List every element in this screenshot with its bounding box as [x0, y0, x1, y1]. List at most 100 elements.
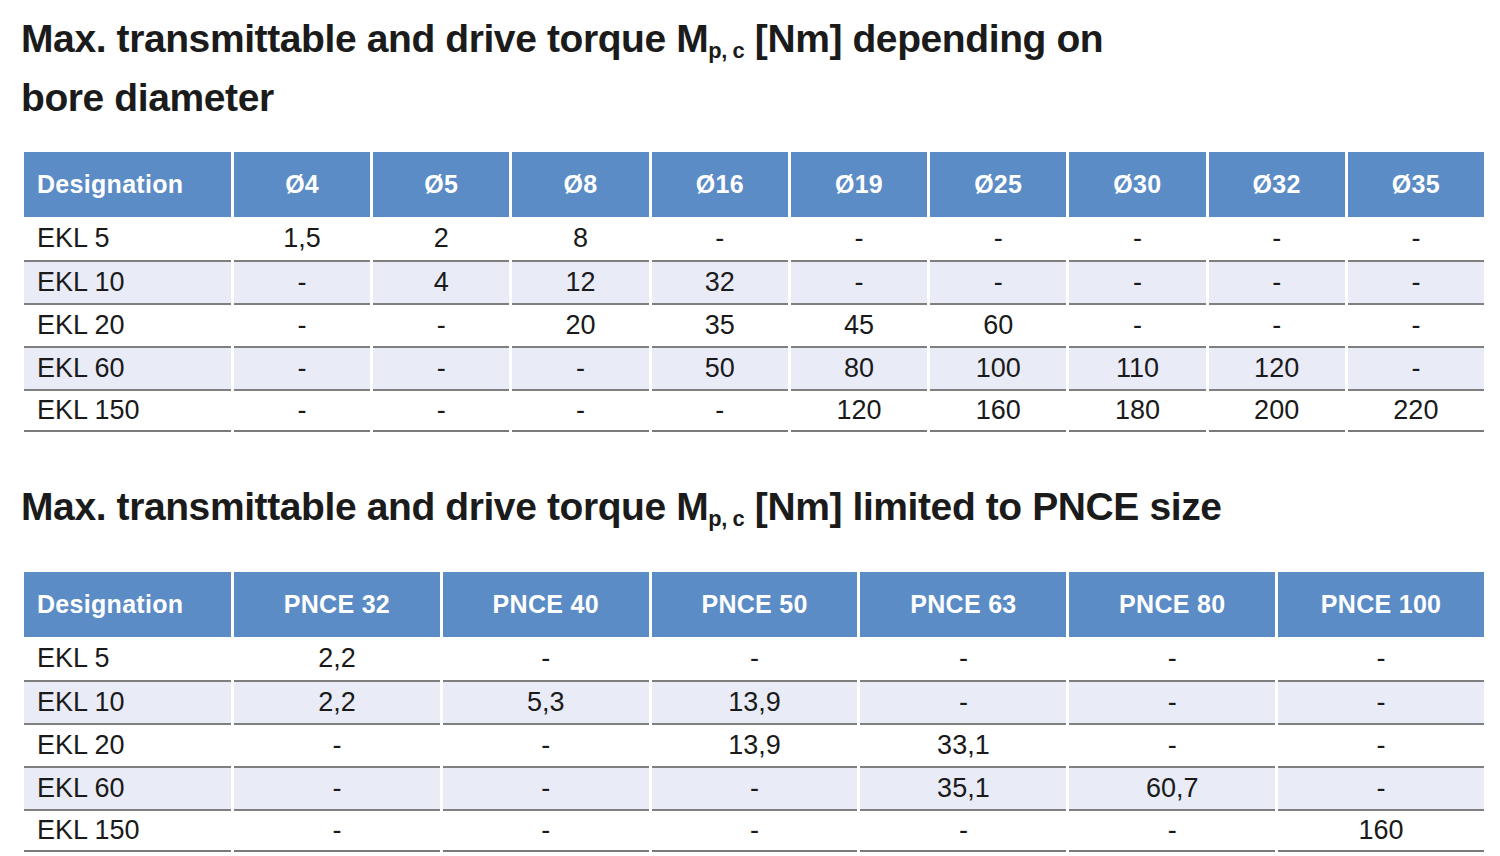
table-cell: -	[1278, 766, 1484, 809]
column-header: Ø19	[791, 152, 927, 217]
table-cell: -	[512, 346, 648, 389]
table-cell: -	[860, 637, 1066, 680]
section-title-bore-diameter: Max. transmittable and drive torque Mp, …	[21, 12, 1484, 124]
row-label: EKL 20	[24, 723, 231, 766]
table-cell: -	[1209, 260, 1345, 303]
header-row: DesignationPNCE 32PNCE 40PNCE 50PNCE 63P…	[24, 572, 1484, 637]
title-subscript: p, c	[708, 38, 744, 63]
table-cell: -	[234, 723, 440, 766]
table-row: EKL 150-----160	[24, 809, 1484, 852]
table-row: EKL 20--13,933,1--	[24, 723, 1484, 766]
table-cell: 12	[512, 260, 648, 303]
table-cell: -	[1348, 346, 1484, 389]
table-row: EKL 102,25,313,9---	[24, 680, 1484, 723]
table-cell: 110	[1069, 346, 1205, 389]
title-text: Max. transmittable and drive torque M	[21, 17, 708, 60]
column-header: PNCE 100	[1278, 572, 1484, 637]
table-cell: 200	[1209, 389, 1345, 432]
table-cell: -	[1348, 217, 1484, 260]
table-cell: -	[443, 766, 649, 809]
column-header: PNCE 50	[652, 572, 858, 637]
table-cell: -	[791, 217, 927, 260]
column-header: PNCE 63	[860, 572, 1066, 637]
row-label: EKL 20	[24, 303, 231, 346]
bore-diameter-table: DesignationØ4Ø5Ø8Ø16Ø19Ø25Ø30Ø32Ø35 EKL …	[21, 152, 1487, 432]
table-cell: -	[373, 346, 509, 389]
table-cell: -	[860, 809, 1066, 852]
table-cell: -	[1069, 809, 1275, 852]
table-cell: -	[1069, 260, 1205, 303]
column-header: Ø16	[652, 152, 788, 217]
table-cell: 13,9	[652, 723, 858, 766]
title-text-line2: bore diameter	[21, 76, 274, 119]
table-row: EKL 52,2-----	[24, 637, 1484, 680]
table-cell: -	[652, 766, 858, 809]
row-label: EKL 5	[24, 217, 231, 260]
column-header: Ø35	[1348, 152, 1484, 217]
table-cell: 160	[930, 389, 1066, 432]
table-cell: -	[234, 809, 440, 852]
table-cell: -	[1209, 303, 1345, 346]
section-title-pnce-size: Max. transmittable and drive torque Mp, …	[21, 480, 1484, 539]
table-cell: 60,7	[1069, 766, 1275, 809]
table-cell: -	[1069, 217, 1205, 260]
table-cell: 2	[373, 217, 509, 260]
table-cell: 33,1	[860, 723, 1066, 766]
row-label: EKL 10	[24, 260, 231, 303]
table-cell: 35,1	[860, 766, 1066, 809]
table-cell: -	[1209, 217, 1345, 260]
table-cell: -	[1278, 723, 1484, 766]
table-row: EKL 20--20354560---	[24, 303, 1484, 346]
table-cell: 8	[512, 217, 648, 260]
title-text: [Nm] depending on	[744, 17, 1103, 60]
table-row: EKL 51,528------	[24, 217, 1484, 260]
table-cell: -	[234, 389, 370, 432]
table-cell: 100	[930, 346, 1066, 389]
table-cell: -	[652, 637, 858, 680]
table-cell: 45	[791, 303, 927, 346]
title-subscript: p, c	[708, 506, 744, 531]
column-header: PNCE 80	[1069, 572, 1275, 637]
column-header: Ø4	[234, 152, 370, 217]
header-row: DesignationØ4Ø5Ø8Ø16Ø19Ø25Ø30Ø32Ø35	[24, 152, 1484, 217]
table-cell: 80	[791, 346, 927, 389]
designation-column-header: Designation	[24, 572, 231, 637]
table-cell: 4	[373, 260, 509, 303]
title-text: [Nm] limited to PNCE size	[744, 485, 1221, 528]
row-label: EKL 10	[24, 680, 231, 723]
pnce-size-table: DesignationPNCE 32PNCE 40PNCE 50PNCE 63P…	[21, 572, 1487, 852]
column-header: Ø30	[1069, 152, 1205, 217]
table-cell: -	[1348, 303, 1484, 346]
table-cell: 35	[652, 303, 788, 346]
table-cell: -	[652, 389, 788, 432]
row-label: EKL 60	[24, 766, 231, 809]
table-row: EKL 150----120160180200220	[24, 389, 1484, 432]
table-row: EKL 60---5080100110120-	[24, 346, 1484, 389]
table-cell: 1,5	[234, 217, 370, 260]
column-header: Ø8	[512, 152, 648, 217]
row-label: EKL 60	[24, 346, 231, 389]
table-cell: -	[234, 766, 440, 809]
table-cell: -	[443, 637, 649, 680]
table-cell: -	[373, 303, 509, 346]
table-cell: -	[1069, 723, 1275, 766]
row-label: EKL 150	[24, 389, 231, 432]
table-cell: 2,2	[234, 680, 440, 723]
table-row: EKL 10-41232-----	[24, 260, 1484, 303]
table-cell: -	[234, 346, 370, 389]
table-row: EKL 60---35,160,7-	[24, 766, 1484, 809]
table-cell: 2,2	[234, 637, 440, 680]
table-cell: 120	[791, 389, 927, 432]
column-header: Ø25	[930, 152, 1066, 217]
datasheet-page: Max. transmittable and drive torque Mp, …	[0, 0, 1500, 852]
table-cell: -	[443, 723, 649, 766]
table-cell: -	[791, 260, 927, 303]
designation-column-header: Designation	[24, 152, 231, 217]
table-cell: 50	[652, 346, 788, 389]
table-cell: 32	[652, 260, 788, 303]
column-header: Ø5	[373, 152, 509, 217]
column-header: PNCE 32	[234, 572, 440, 637]
table-cell: 120	[1209, 346, 1345, 389]
table-cell: -	[930, 217, 1066, 260]
table-cell: -	[1069, 680, 1275, 723]
